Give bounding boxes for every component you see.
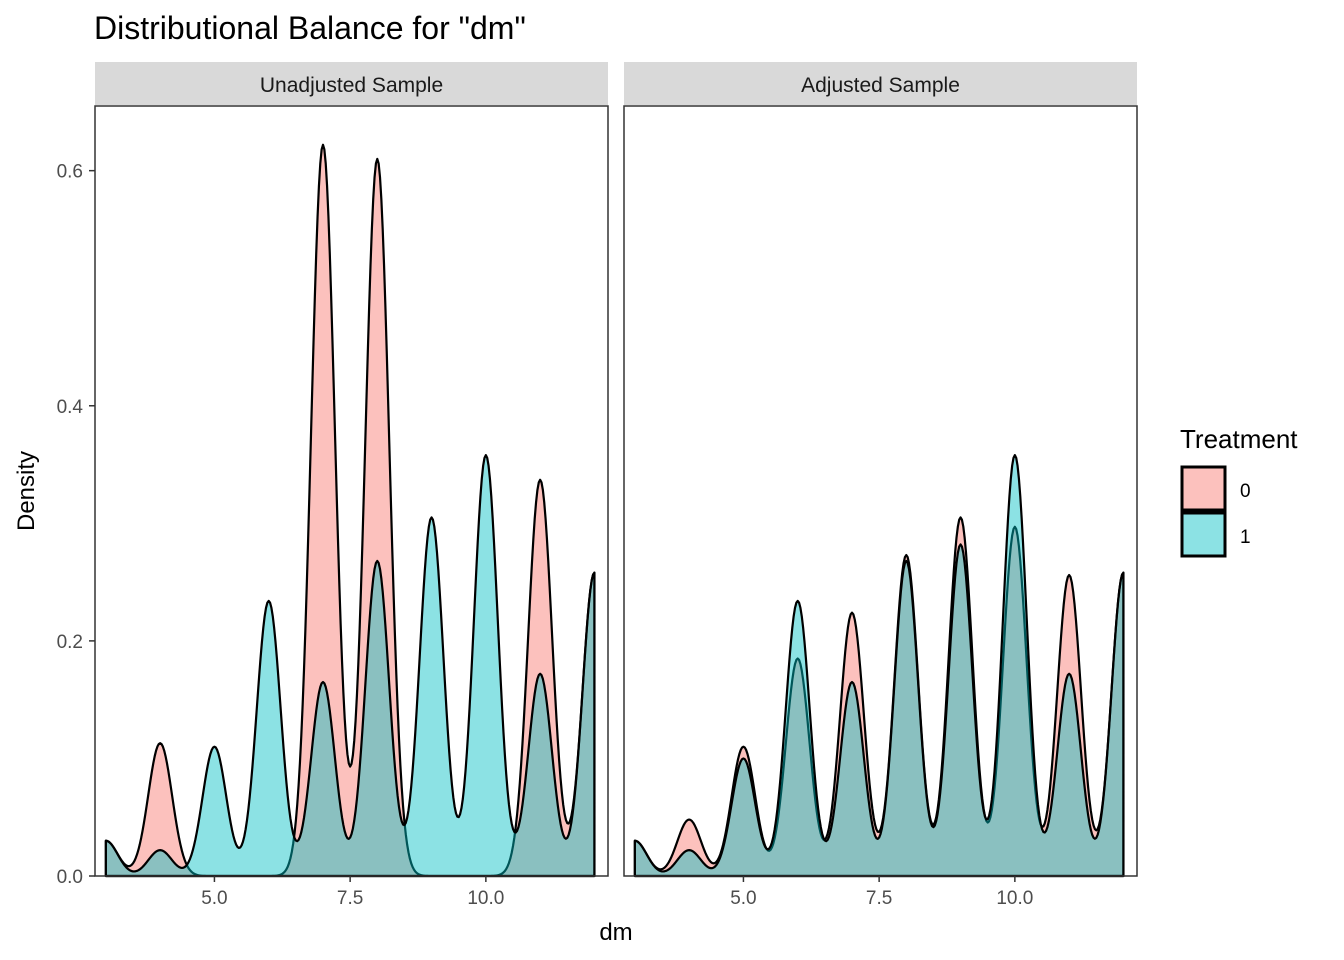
panel-border-adjusted <box>623 105 1138 877</box>
chart-title: Distributional Balance for "dm" <box>94 10 526 46</box>
strip-label-unadjusted: Unadjusted Sample <box>260 74 443 97</box>
legend-key-0 <box>1180 465 1227 512</box>
strip-label-adjusted: Adjusted Sample <box>801 74 960 97</box>
legend-label-1: 1 <box>1240 527 1251 548</box>
plot-area-unadjusted <box>104 143 596 878</box>
density-area-adjusted-treatment-1 <box>633 454 1125 878</box>
y-axis-title: Density <box>13 451 40 531</box>
y-tick-label: 0.6 <box>57 162 83 183</box>
x-tick-label: 10.0 <box>996 888 1033 909</box>
y-tick-label: 0.4 <box>57 397 84 418</box>
density-area-adjusted-treatment-0 <box>633 516 1125 878</box>
x-tick-label: 7.5 <box>866 888 892 909</box>
x-tick-label: 10.0 <box>467 888 504 909</box>
y-tick-label: 0.2 <box>57 632 83 653</box>
legend-label-0: 0 <box>1240 481 1251 502</box>
panel-border-unadjusted <box>94 105 609 877</box>
y-tick-label: 0.0 <box>57 867 83 888</box>
panel-unadjusted: Unadjusted Sample <box>94 62 609 878</box>
x-axis-adjusted: 5.0 7.5 10.0 <box>730 876 1033 909</box>
x-tick-label: 7.5 <box>337 888 363 909</box>
strip-background-unadjusted <box>95 62 608 105</box>
x-axis-title: dm <box>599 919 632 946</box>
legend-key-1 <box>1180 511 1227 558</box>
density-area-unadjusted-treatment-0 <box>104 143 596 878</box>
strip-background-adjusted <box>624 62 1137 105</box>
legend: Treatment 0 1 <box>1180 424 1298 558</box>
panel-adjusted: Adjusted Sample <box>623 62 1138 878</box>
x-tick-label: 5.0 <box>201 888 227 909</box>
legend-title: Treatment <box>1180 424 1298 454</box>
x-axis-unadjusted: 5.0 7.5 10.0 <box>201 876 504 909</box>
density-area-unadjusted-treatment-1 <box>104 454 596 878</box>
plot-area-adjusted <box>633 454 1125 878</box>
y-axis: 0.0 0.2 0.4 0.6 <box>57 162 95 888</box>
x-tick-label: 5.0 <box>730 888 756 909</box>
